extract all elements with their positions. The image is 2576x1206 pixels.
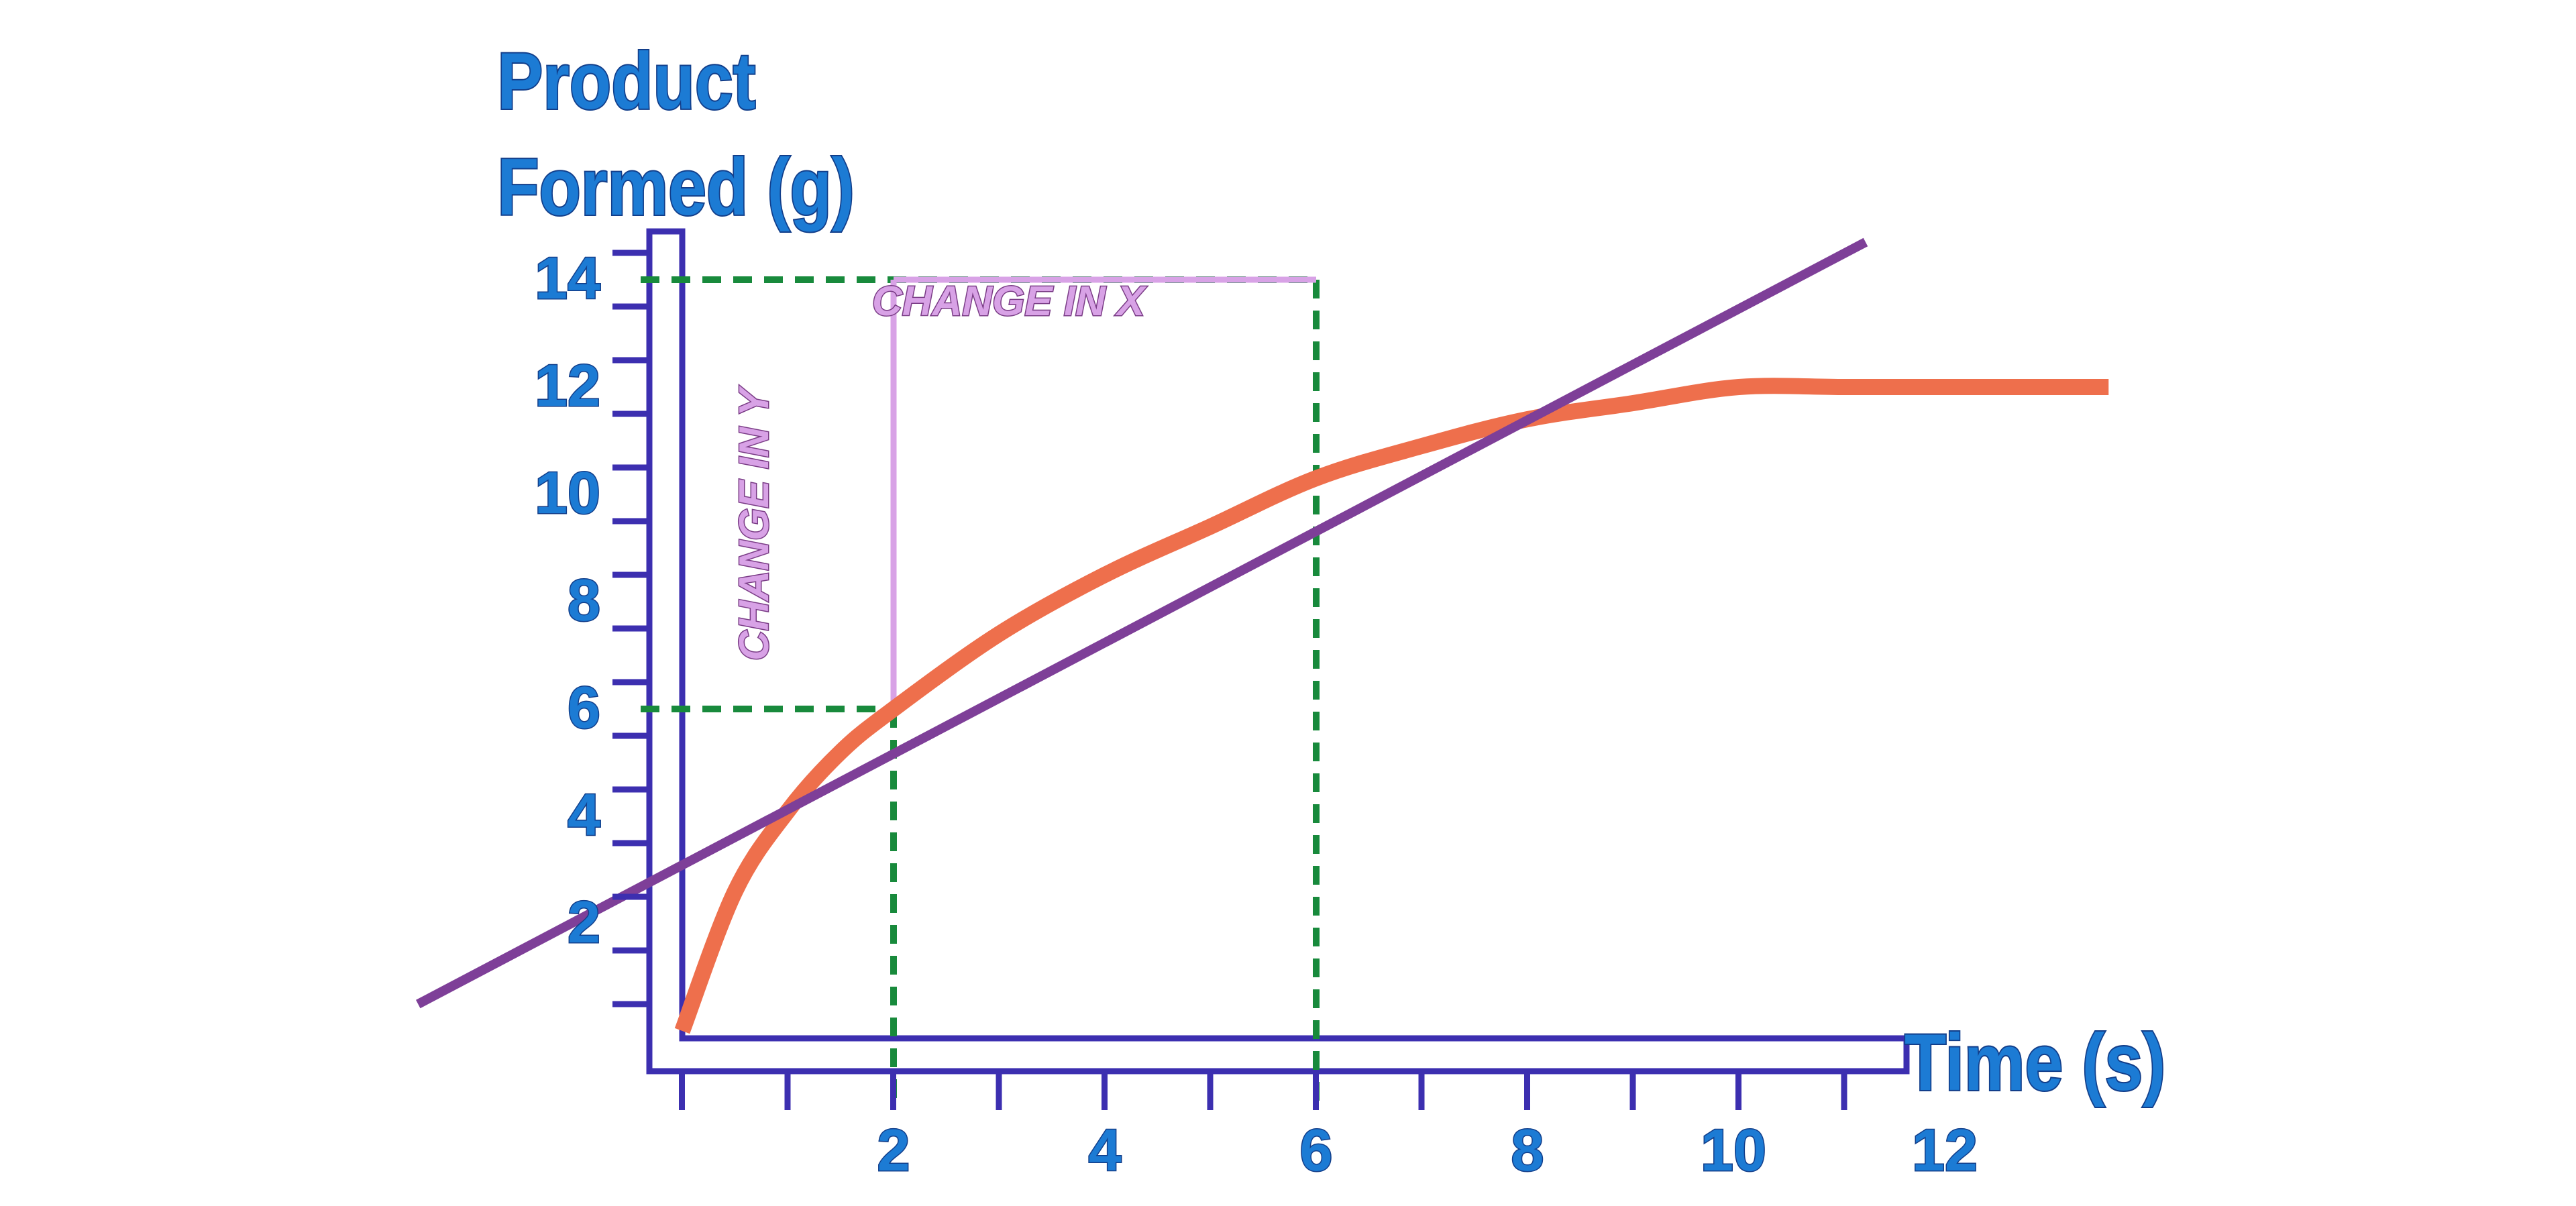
y-tick-label: 8 [568, 567, 600, 633]
x-tick-label: 8 [1511, 1117, 1544, 1183]
product-curve [674, 378, 2109, 1034]
y-tick-label: 12 [535, 352, 600, 419]
y-tick-label: 10 [535, 459, 600, 526]
x-tick-label: 4 [1089, 1117, 1122, 1183]
change-in-x-label: CHANGE IN X [872, 278, 1147, 325]
tangent-line [415, 237, 1868, 1009]
change-in-y-label: CHANGE IN Y [731, 385, 777, 661]
y-tick-label: 6 [568, 674, 600, 741]
x-tick-label: 10 [1701, 1117, 1766, 1183]
axes [646, 228, 1910, 1075]
axes-frame [646, 228, 1910, 1075]
axis-ticks: 2 4 6 8 10 12 14 2 4 6 8 10 12 [534, 244, 1979, 1185]
x-axis-label: Time (s) [1904, 1017, 2165, 1107]
guide-lines [641, 276, 1320, 1110]
x-tick-label: 2 [877, 1117, 910, 1183]
x-tick-label: 6 [1300, 1117, 1333, 1183]
x-tick-label: 12 [1912, 1117, 1978, 1183]
y-tick-label: 14 [535, 245, 600, 311]
series-lines [415, 237, 2109, 1034]
y-axis-label-line-2: Formed (g) [497, 142, 855, 232]
y-tick-label: 4 [568, 781, 600, 848]
y-axis-label-line-1: Product [497, 36, 755, 126]
y-tick-label: 2 [568, 889, 600, 955]
